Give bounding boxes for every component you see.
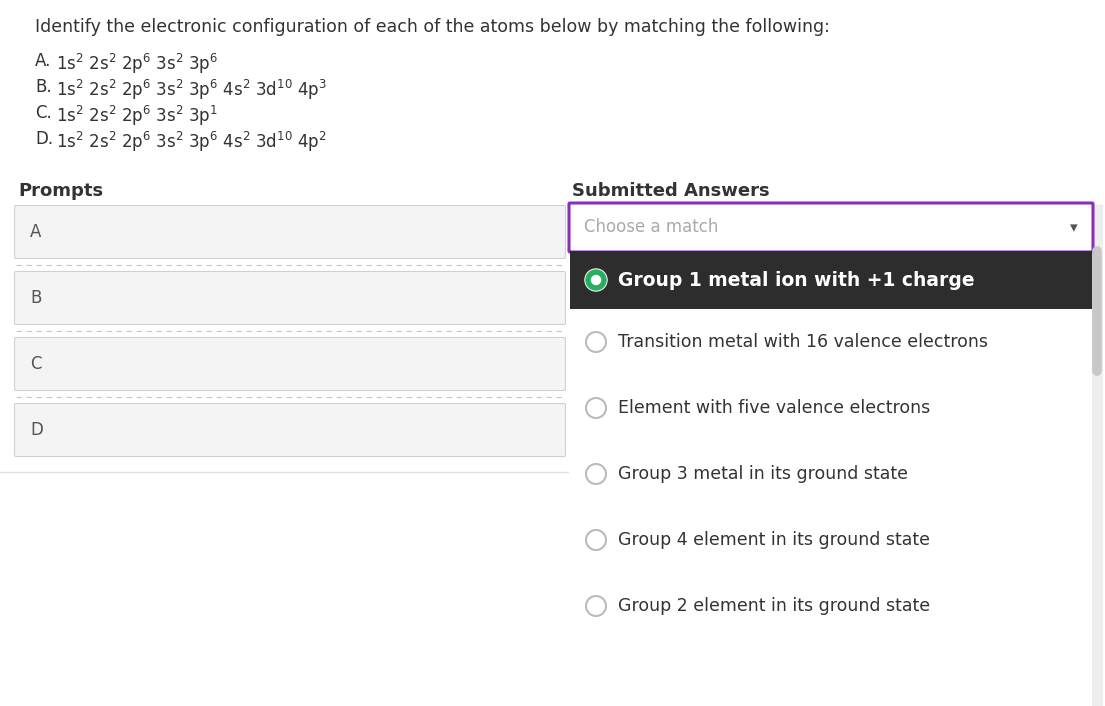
Text: Submitted Answers: Submitted Answers [572,182,769,200]
Text: A.: A. [35,52,51,70]
Text: Group 4 element in its ground state: Group 4 element in its ground state [618,531,930,549]
Text: Group 3 metal in its ground state: Group 3 metal in its ground state [618,465,908,483]
Text: 1s$^2$ 2s$^2$ 2p$^6$ 3s$^2$ 3p$^6$: 1s$^2$ 2s$^2$ 2p$^6$ 3s$^2$ 3p$^6$ [56,52,218,76]
Text: Transition metal with 16 valence electrons: Transition metal with 16 valence electro… [618,333,988,351]
Text: Element with five valence electrons: Element with five valence electrons [618,399,930,417]
Text: Group 1 metal ion with +1 charge: Group 1 metal ion with +1 charge [618,270,975,289]
Text: Group 2 element in its ground state: Group 2 element in its ground state [618,597,930,615]
Text: 1s$^2$ 2s$^2$ 2p$^6$ 3s$^2$ 3p$^1$: 1s$^2$ 2s$^2$ 2p$^6$ 3s$^2$ 3p$^1$ [56,104,218,128]
Text: B: B [30,289,41,307]
Text: C.: C. [35,104,52,122]
Text: C: C [30,355,42,373]
FancyBboxPatch shape [14,337,566,390]
Circle shape [585,269,607,291]
Text: Prompts: Prompts [18,182,103,200]
FancyBboxPatch shape [14,205,566,258]
Text: ▾: ▾ [1070,220,1077,235]
Text: 1s$^2$ 2s$^2$ 2p$^6$ 3s$^2$ 3p$^6$ 4s$^2$ 3d$^{10}$ 4p$^2$: 1s$^2$ 2s$^2$ 2p$^6$ 3s$^2$ 3p$^6$ 4s$^2… [56,130,327,154]
Text: Identify the electronic configuration of each of the atoms below by matching the: Identify the electronic configuration of… [35,18,830,36]
Circle shape [591,275,600,285]
Text: D.: D. [35,130,53,148]
Text: 1s$^2$ 2s$^2$ 2p$^6$ 3s$^2$ 3p$^6$ 4s$^2$ 3d$^{10}$ 4p$^3$: 1s$^2$ 2s$^2$ 2p$^6$ 3s$^2$ 3p$^6$ 4s$^2… [56,78,327,102]
Circle shape [586,270,606,290]
Text: B.: B. [35,78,52,96]
Bar [570,251,1092,309]
FancyBboxPatch shape [569,203,1093,252]
FancyBboxPatch shape [14,404,566,457]
Text: Choose a match: Choose a match [585,218,718,237]
FancyBboxPatch shape [14,272,566,325]
Text: D: D [30,421,43,439]
Text: A: A [30,223,41,241]
